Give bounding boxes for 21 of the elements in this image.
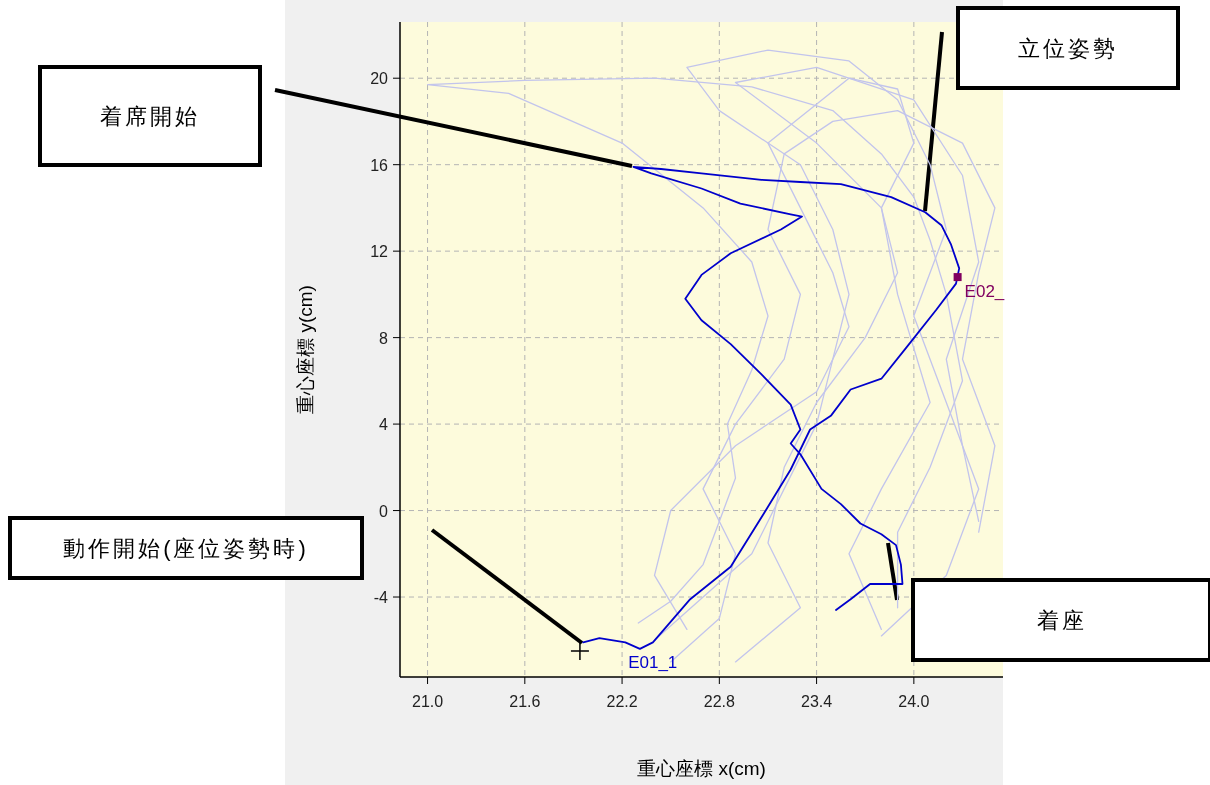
annotation: 立位姿勢 <box>956 6 1180 90</box>
x-tick-label: 21.0 <box>411 693 444 710</box>
y-tick-label: 8 <box>379 329 389 347</box>
y-tick-label: 0 <box>379 502 389 520</box>
x-tick-label: 21.6 <box>509 693 541 710</box>
x-axis-title: 重心座標 x(cm) <box>637 758 766 779</box>
y-tick-label: 12 <box>370 243 389 261</box>
y-tick-label: -4 <box>373 589 389 607</box>
y-tick-label: 20 <box>370 70 389 88</box>
x-tick-label: 23.4 <box>801 693 833 710</box>
x-tick-label: 22.2 <box>606 693 638 710</box>
y-axis-title: 重心座標 y(cm) <box>295 285 316 414</box>
series-label: E01_1 <box>628 653 678 673</box>
y-tick-label: 4 <box>379 416 389 434</box>
x-tick-label: 22.8 <box>703 693 735 710</box>
x-tick-label: 24.0 <box>898 693 930 710</box>
annotation: 着座 <box>911 578 1210 662</box>
annotation: 着席開始 <box>38 65 262 167</box>
series-label: E02_ <box>964 282 1005 302</box>
y-tick-label: 16 <box>370 156 389 174</box>
annotation: 動作開始(座位姿勢時) <box>8 516 364 580</box>
